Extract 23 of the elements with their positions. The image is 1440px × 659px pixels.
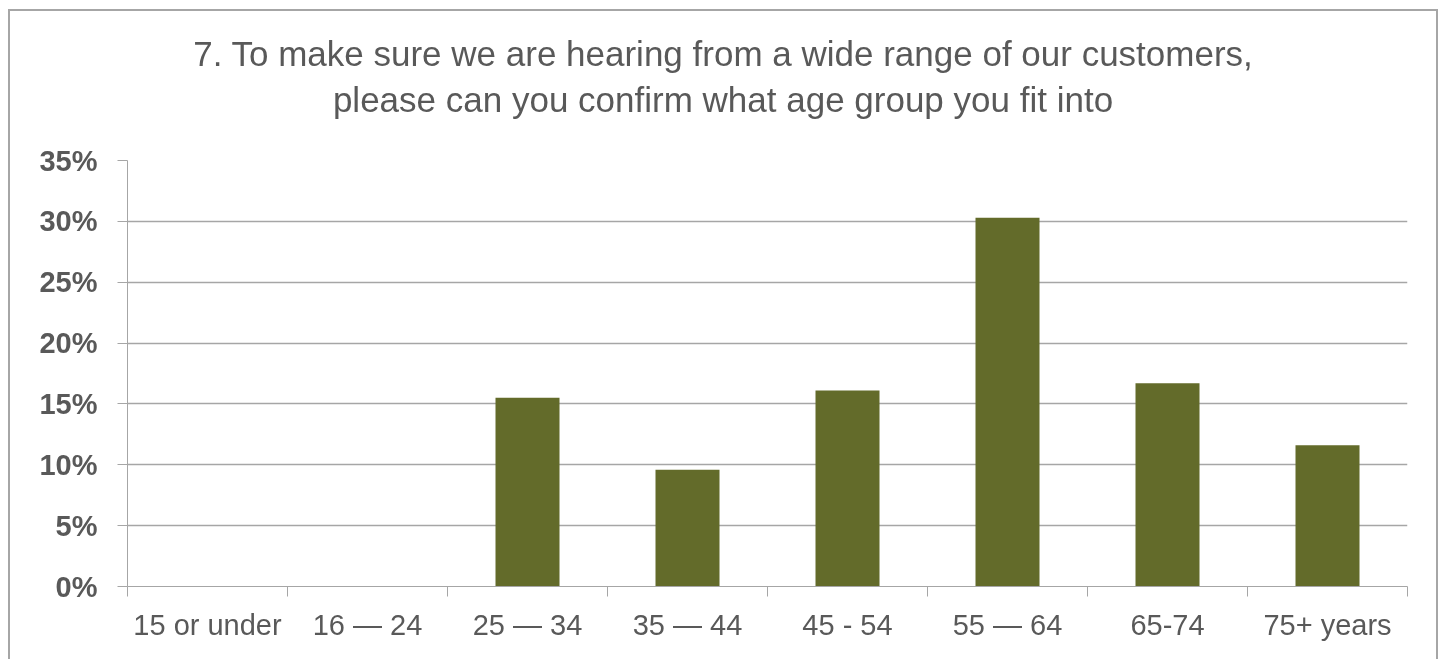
x-tick-label: 45 - 54 [802, 608, 893, 641]
x-tick-label: 16 — 24 [312, 608, 423, 641]
bar [815, 390, 880, 587]
y-tick-label: 25% [39, 266, 98, 299]
x-tick-label: 25 — 34 [472, 608, 583, 641]
x-tick-label: 15 or under [133, 608, 283, 641]
x-tick-label: 75+ years [1263, 608, 1392, 641]
x-tick-label: 35 — 44 [632, 608, 743, 641]
bar [1295, 445, 1360, 587]
bar [495, 397, 560, 587]
bar [975, 217, 1040, 587]
y-tick-label: 5% [55, 509, 98, 542]
y-tick-label: 20% [39, 327, 98, 360]
y-tick-label: 15% [39, 387, 98, 420]
y-tick-label: 30% [39, 205, 98, 238]
bar [1135, 383, 1200, 587]
y-tick-label: 10% [39, 448, 98, 481]
x-tick-label: 65-74 [1130, 608, 1205, 641]
y-tick-label: 0% [55, 570, 98, 603]
x-tick-label: 55 — 64 [952, 608, 1063, 641]
chart-title: 7. To make sure we are hearing from a wide range of our customers, please can you confirm what age group you fit into [193, 33, 1253, 121]
y-tick-label: 35% [39, 144, 98, 177]
bar [655, 469, 720, 587]
